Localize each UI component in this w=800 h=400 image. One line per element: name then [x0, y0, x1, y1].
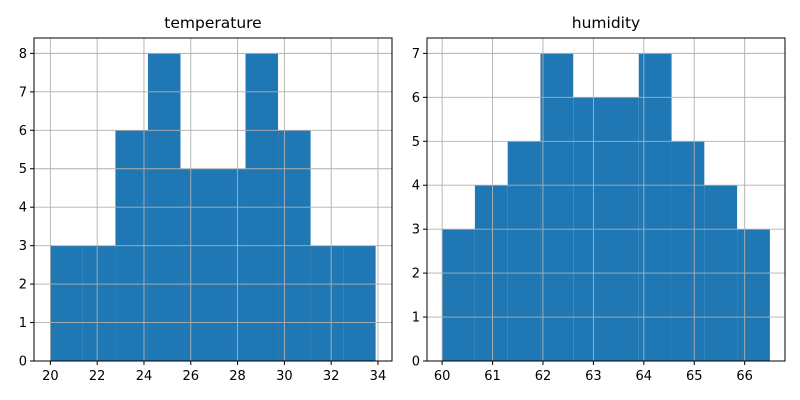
- temperature-bar: [213, 168, 246, 361]
- temperature-x-tick-label: 24: [136, 369, 153, 384]
- temperature-bar: [50, 245, 83, 361]
- temperature-bar: [343, 245, 376, 361]
- temperature-y-tick-label: 5: [19, 162, 27, 177]
- humidity-x-tick-label: 61: [484, 369, 501, 384]
- humidity-x-axis: 60 61 62 63 64 65 66: [434, 361, 753, 384]
- temperature-bar: [180, 168, 213, 361]
- temperature-x-tick-label: 34: [370, 369, 387, 384]
- temperature-x-tick-label: 32: [323, 369, 340, 384]
- temperature-bar: [310, 245, 344, 361]
- temperature-y-tick-label: 6: [19, 124, 27, 139]
- humidity-y-tick-label: 0: [412, 355, 420, 370]
- temperature-y-tick-label: 3: [19, 239, 27, 254]
- humidity-bar: [442, 229, 475, 361]
- temperature-x-tick-label: 22: [89, 369, 106, 384]
- humidity-bar: [737, 229, 770, 361]
- humidity-y-tick-label: 4: [412, 179, 420, 194]
- humidity-y-tick-label: 2: [412, 267, 420, 282]
- temperature-y-tick-label: 2: [19, 278, 27, 293]
- temperature-y-tick-label: 8: [19, 47, 27, 62]
- temperature-x-tick-label: 30: [276, 369, 293, 384]
- humidity-x-tick-label: 63: [585, 369, 602, 384]
- humidity-x-tick-label: 65: [686, 369, 703, 384]
- temperature-axes-frame: [33, 37, 393, 362]
- temperature-x-tick-label: 28: [229, 369, 246, 384]
- humidity-bars: [442, 53, 770, 361]
- humidity-x-tick-label: 62: [535, 369, 552, 384]
- humidity-bar: [540, 53, 574, 361]
- humidity-x-tick-label: 60: [434, 369, 451, 384]
- temperature-y-tick-label: 7: [19, 85, 27, 100]
- humidity-y-axis: 0 1 2 3 4 5 6 7: [412, 47, 427, 370]
- humidity-y-tick-label: 7: [412, 47, 420, 62]
- humidity-bar: [507, 141, 541, 361]
- humidity-histogram-panel: humidity 60 61 62 63 64 65 66 0 1 2 3 4 5 6 7: [412, 14, 786, 384]
- temperature-y-axis: 0 1 2 3 4 5 6 7 8: [19, 47, 34, 370]
- temperature-y-tick-label: 4: [19, 201, 27, 216]
- humidity-axes-frame: [426, 37, 786, 362]
- humidity-y-tick-label: 3: [412, 223, 420, 238]
- temperature-title: temperature: [164, 14, 261, 32]
- temperature-x-tick-label: 26: [182, 369, 199, 384]
- temperature-x-tick-label: 20: [42, 369, 59, 384]
- humidity-x-tick-label: 64: [636, 369, 653, 384]
- humidity-title: humidity: [572, 14, 640, 32]
- humidity-x-tick-label: 66: [736, 369, 753, 384]
- temperature-y-tick-label: 1: [19, 316, 27, 331]
- humidity-bar: [671, 141, 705, 361]
- temperature-x-axis: 20 22 24 26 28 30 32 34: [42, 361, 386, 384]
- humidity-y-tick-label: 5: [412, 135, 420, 150]
- temperature-y-tick-label: 0: [19, 355, 27, 370]
- temperature-bar: [82, 245, 116, 361]
- humidity-y-tick-label: 6: [412, 91, 420, 106]
- humidity-y-tick-label: 1: [412, 311, 420, 326]
